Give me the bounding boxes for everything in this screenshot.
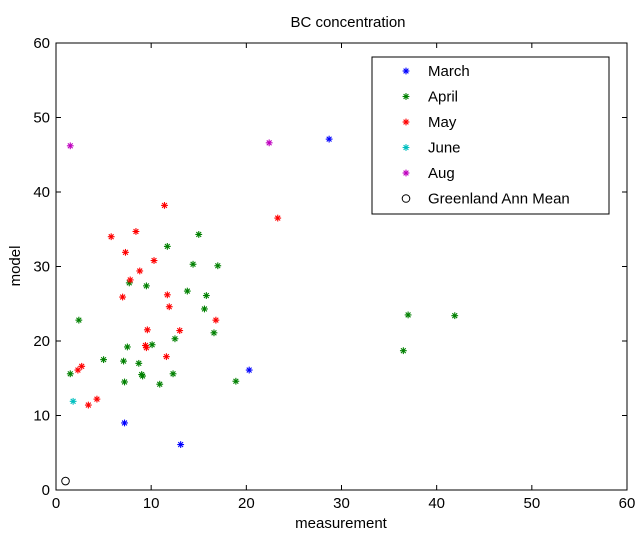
data-point	[176, 327, 184, 334]
legend-item-april: April	[402, 89, 458, 106]
x-axis-label: measurement	[295, 515, 388, 532]
legend-marker	[402, 169, 410, 177]
data-point	[202, 292, 210, 299]
data-point	[84, 401, 92, 409]
data-point	[93, 395, 101, 403]
legend-marker	[401, 194, 411, 203]
x-tick-label: 60	[619, 495, 636, 512]
legend-item-greenland-ann-mean: Greenland Ann Mean	[401, 191, 570, 208]
legend-marker	[402, 93, 410, 100]
legend-label: May	[428, 114, 457, 131]
data-point	[100, 356, 107, 364]
data-points	[61, 135, 459, 486]
x-tick-label: 10	[143, 495, 160, 512]
data-point	[143, 326, 151, 334]
chart-title: BC concentration	[290, 14, 405, 31]
y-tick-label: 10	[33, 408, 50, 425]
legend-marker	[402, 118, 410, 126]
y-tick-label: 40	[33, 184, 50, 201]
data-point	[210, 329, 218, 337]
legend-marker	[402, 144, 410, 151]
data-point	[121, 419, 128, 427]
data-point	[201, 305, 208, 313]
data-point	[265, 139, 273, 147]
y-tick-label: 50	[33, 110, 50, 127]
data-point	[136, 267, 144, 275]
data-point	[195, 231, 203, 238]
legend-label: April	[428, 89, 458, 106]
data-point	[66, 142, 74, 150]
x-tick-label: 40	[428, 495, 445, 512]
data-point	[123, 343, 131, 351]
data-point	[162, 353, 170, 361]
data-point	[66, 370, 74, 378]
data-point	[163, 291, 171, 299]
y-axis: 0 10 20 30 40 50 60	[33, 35, 627, 499]
legend-label: June	[428, 140, 461, 157]
x-axis: 0 10 20 30 40 50 60	[52, 43, 636, 512]
data-point	[135, 359, 143, 367]
y-axis-label: model	[7, 246, 24, 287]
data-point	[126, 276, 134, 284]
x-tick-label: 50	[523, 495, 540, 512]
data-point	[132, 228, 140, 235]
legend-label: March	[428, 63, 470, 80]
data-point	[139, 372, 147, 380]
data-point	[163, 242, 171, 250]
series-may	[74, 202, 282, 409]
data-point	[214, 262, 222, 270]
legend: March April May June Aug Greenland Ann Mean	[371, 56, 610, 215]
legend-box	[371, 56, 610, 215]
data-point	[61, 476, 70, 486]
series-june	[69, 397, 77, 405]
legend-item-may: May	[402, 114, 457, 131]
data-point	[119, 293, 127, 301]
y-tick-label: 30	[33, 259, 50, 276]
x-tick-label: 20	[238, 495, 255, 512]
data-point	[169, 370, 177, 378]
legend-label: Aug	[428, 165, 455, 182]
data-point	[212, 316, 220, 324]
y-tick-label: 60	[33, 35, 50, 52]
legend-marker	[402, 67, 410, 75]
data-point	[245, 366, 253, 374]
data-point	[69, 397, 77, 405]
data-point	[150, 257, 158, 264]
data-point	[177, 441, 185, 448]
data-point	[75, 316, 83, 324]
data-point	[148, 341, 156, 349]
legend-label: Greenland Ann Mean	[428, 191, 570, 208]
data-point	[171, 335, 179, 343]
y-tick-label: 20	[33, 333, 50, 350]
data-point	[143, 282, 150, 290]
data-point	[122, 248, 129, 256]
data-point	[183, 287, 191, 295]
data-point	[120, 357, 127, 365]
series-greenland-ann-mean	[61, 476, 70, 486]
data-point	[121, 378, 128, 386]
series-aug	[66, 139, 273, 150]
x-tick-label: 0	[52, 495, 60, 512]
data-point	[232, 377, 240, 385]
legend-item-aug: Aug	[402, 165, 455, 182]
data-point	[107, 233, 115, 241]
data-point	[143, 344, 150, 352]
data-point	[404, 311, 412, 319]
data-point	[161, 202, 168, 209]
data-point	[78, 362, 86, 370]
legend-item-june: June	[402, 140, 461, 157]
data-point	[451, 312, 459, 320]
data-point	[274, 214, 282, 222]
series-march	[121, 135, 333, 448]
data-point	[399, 347, 407, 355]
data-point	[325, 135, 333, 143]
x-tick-label: 30	[333, 495, 350, 512]
data-point	[189, 260, 197, 268]
legend-item-march: March	[402, 63, 470, 80]
data-point	[156, 380, 164, 388]
y-tick-label: 0	[42, 482, 50, 499]
data-point	[165, 303, 173, 311]
series-april	[66, 231, 459, 388]
